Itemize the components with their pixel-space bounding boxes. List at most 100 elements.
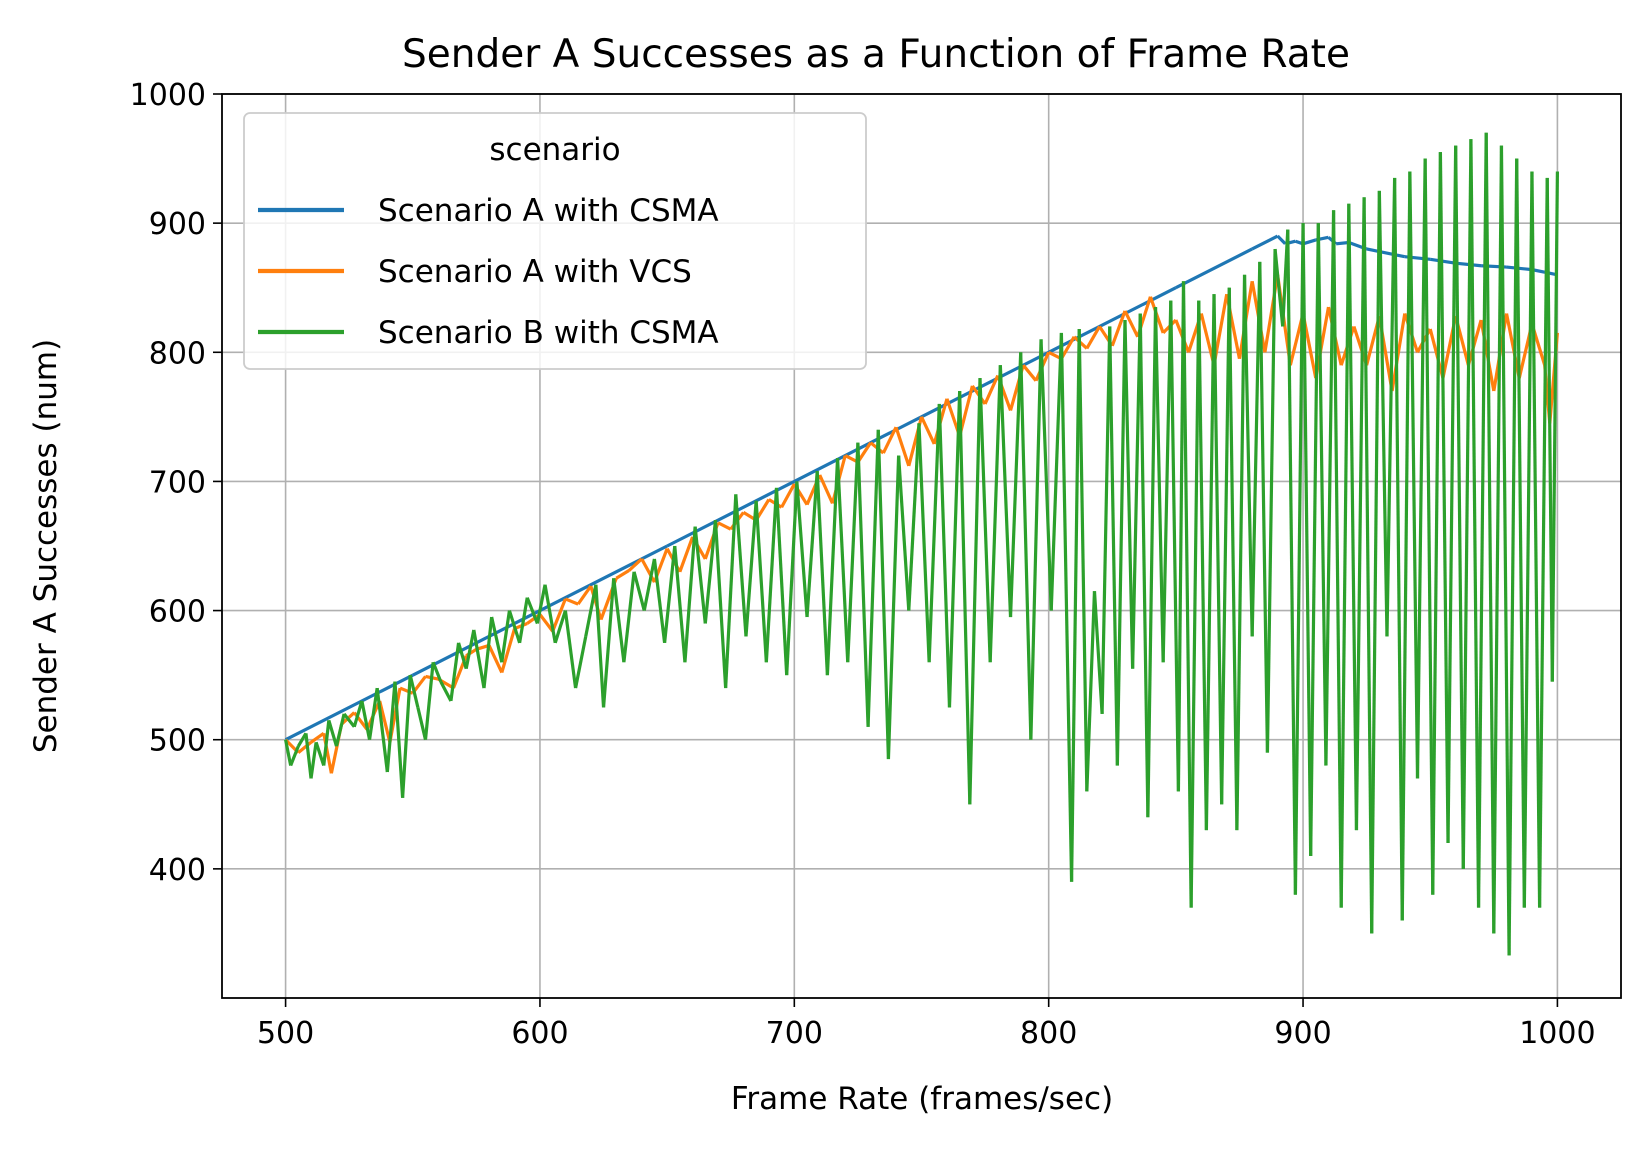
series-3-segment — [1161, 300, 1173, 663]
series-3-segment — [342, 712, 356, 728]
series-3-segment — [1138, 313, 1150, 818]
series-3-segment — [958, 390, 972, 805]
series-3-segment — [1197, 300, 1208, 831]
series-1-segment — [1175, 247, 1253, 290]
series-3-segment — [1169, 300, 1181, 792]
series-3-segment — [1347, 203, 1359, 831]
series-3-segment — [947, 390, 962, 708]
series-3-segment — [525, 597, 539, 625]
series-3-segment — [1085, 591, 1097, 792]
series-3-segment — [601, 578, 616, 708]
series-3-segment — [632, 571, 646, 611]
series-3-segment — [464, 629, 476, 669]
series-3-segment — [1265, 248, 1277, 753]
series-3-segment — [1415, 158, 1427, 779]
series-3-segment — [1423, 158, 1435, 895]
series-3-segment — [1362, 197, 1374, 934]
series-3-segment — [367, 687, 379, 740]
series-3-segment — [785, 481, 799, 676]
series-3-segment — [1146, 307, 1158, 818]
series-3-segment — [846, 442, 860, 663]
series-3-segment — [1476, 132, 1488, 908]
x-tick-label: 800 — [1020, 1016, 1077, 1051]
series-2-segment — [1428, 328, 1445, 379]
series-3-segment — [1301, 223, 1313, 856]
series-3-segment — [917, 423, 931, 663]
series-1-segment — [284, 673, 414, 742]
series-3-segment — [1393, 177, 1404, 921]
series-2-segment — [780, 483, 796, 509]
series-2-segment — [1060, 335, 1076, 360]
series-3-segment — [764, 487, 779, 663]
series-3-segment — [574, 636, 588, 689]
series-3-segment — [998, 365, 1013, 618]
series-3-segment — [805, 470, 819, 618]
series-3-segment — [1339, 203, 1351, 908]
series-3-segment — [713, 520, 728, 689]
x-tick-label: 700 — [766, 1016, 823, 1051]
series-3-segment — [304, 733, 313, 779]
series-2-segment — [1110, 310, 1127, 347]
series-2-segment — [818, 474, 834, 505]
series-3-segment — [642, 558, 656, 611]
series-2-segment — [920, 416, 936, 445]
legend-label: Scenario A with CSMA — [378, 193, 719, 229]
series-2-segment — [983, 374, 1000, 405]
series-3-segment — [1385, 177, 1397, 637]
series-3-segment — [1108, 326, 1119, 766]
series-2-segment — [615, 569, 630, 580]
series-3-segment — [322, 720, 331, 766]
series-3-segment — [968, 378, 982, 805]
series-3-segment — [683, 526, 697, 663]
series-2-segment — [678, 536, 695, 573]
series-2-segment — [551, 598, 567, 632]
series-layer — [284, 132, 1560, 956]
legend-label: Scenario A with VCS — [378, 254, 692, 290]
series-2-segment — [1085, 325, 1101, 350]
series-3-segment — [1324, 210, 1336, 766]
series-3-segment — [327, 719, 338, 747]
series-3-segment — [1153, 307, 1165, 663]
y-tick-label: 600 — [149, 595, 206, 630]
series-3-segment — [1507, 158, 1519, 956]
series-3-segment — [1100, 326, 1112, 714]
series-3-segment — [927, 403, 941, 663]
series-3-segment — [1522, 171, 1534, 908]
series-3-segment — [1545, 177, 1554, 682]
series-3-segment — [693, 526, 707, 624]
series-3-segment — [673, 545, 687, 663]
series-3-segment — [795, 481, 809, 618]
x-tick-label: 500 — [257, 1016, 314, 1051]
series-3-segment — [1115, 319, 1127, 766]
series-3-segment — [1550, 171, 1560, 682]
series-3-segment — [1176, 281, 1186, 792]
y-axis: 400 500 600 700 800 900 1000 — [130, 78, 222, 888]
series-3-segment — [563, 610, 578, 689]
y-tick-label: 1000 — [130, 78, 206, 113]
series-2-segment — [297, 741, 313, 754]
series-3-segment — [352, 700, 364, 728]
series-3-segment — [1377, 190, 1389, 637]
series-1-segment — [666, 480, 796, 548]
series-3-segment — [937, 403, 952, 708]
series-3-segment — [1189, 300, 1201, 908]
series-3-segment — [652, 558, 667, 644]
series-3-segment — [1431, 152, 1442, 895]
series-3-segment — [744, 500, 758, 637]
series-3-segment — [1227, 287, 1239, 831]
series-3-segment — [876, 429, 891, 760]
series-3-segment — [897, 455, 911, 611]
series-3-segment — [482, 616, 494, 689]
series-3-segment — [543, 584, 557, 644]
y-axis-label: Sender A Successes (num) — [28, 339, 64, 753]
series-1-segment — [1302, 238, 1317, 246]
series-2-segment — [640, 558, 656, 583]
series-3-segment — [500, 610, 512, 663]
series-2-segment — [1504, 313, 1521, 379]
series-3-segment — [1008, 352, 1023, 618]
series-3-segment — [825, 458, 840, 676]
series-2-segment — [627, 557, 643, 572]
series-3-segment — [1461, 139, 1473, 869]
series-3-segment — [385, 681, 397, 773]
series-3-segment — [612, 578, 626, 663]
